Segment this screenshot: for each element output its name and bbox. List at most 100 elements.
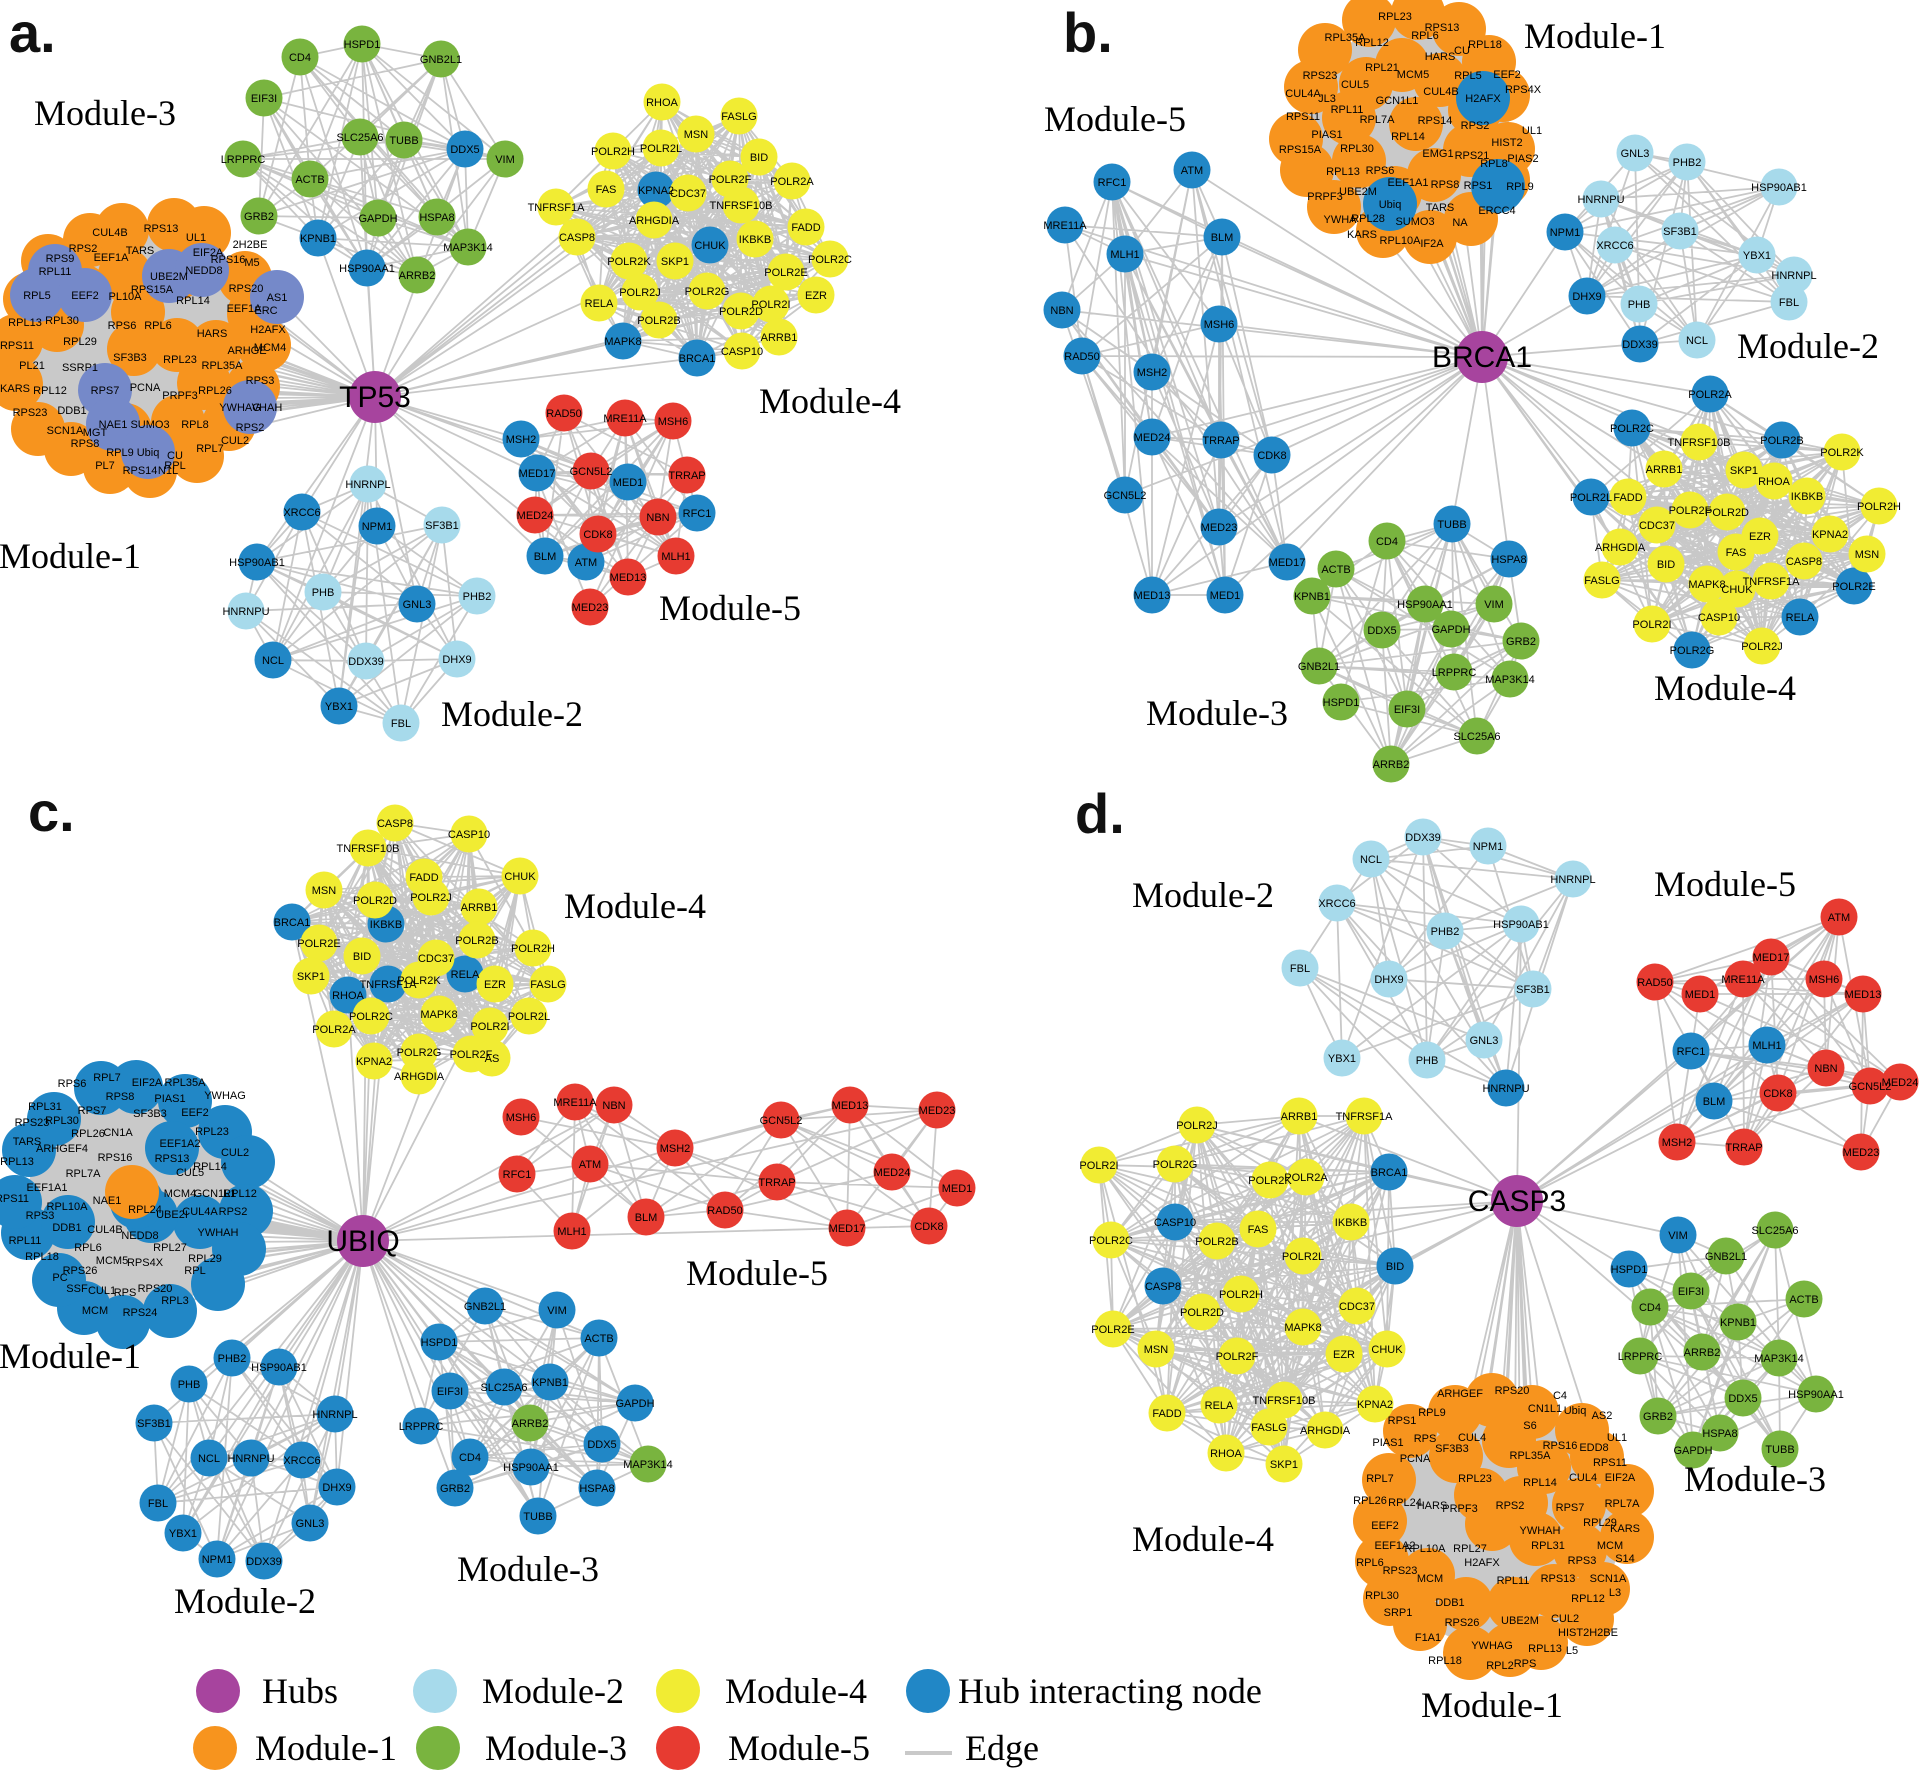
- svg-text:EZR: EZR: [1333, 1349, 1355, 1361]
- svg-text:GNL3: GNL3: [1470, 1035, 1499, 1047]
- svg-text:BLM: BLM: [1211, 232, 1234, 244]
- svg-text:POLR2A: POLR2A: [312, 1024, 356, 1036]
- svg-text:HSPD1: HSPD1: [1323, 697, 1360, 709]
- svg-text:NPM1: NPM1: [362, 521, 393, 533]
- svg-text:FADD: FADD: [1152, 1408, 1181, 1420]
- svg-text:MSH2: MSH2: [660, 1143, 691, 1155]
- svg-text:MED24: MED24: [517, 510, 554, 522]
- svg-text:HIST2: HIST2: [1491, 137, 1522, 149]
- svg-text:MSH2: MSH2: [506, 434, 537, 446]
- svg-text:2H2BE: 2H2BE: [233, 239, 268, 251]
- svg-text:EIF3I: EIF3I: [1394, 704, 1420, 716]
- svg-text:CDK8: CDK8: [1763, 1088, 1792, 1100]
- svg-text:RPS7: RPS7: [91, 385, 120, 397]
- svg-text:POLR2L: POLR2L: [508, 1011, 550, 1023]
- svg-text:RPS3: RPS3: [1568, 1555, 1597, 1567]
- svg-text:POLR2F: POLR2F: [1216, 1351, 1259, 1363]
- svg-text:HSPA8: HSPA8: [1491, 554, 1526, 566]
- svg-text:RAD50: RAD50: [1064, 351, 1099, 363]
- svg-text:RPL11: RPL11: [1497, 1575, 1530, 1587]
- svg-text:C4: C4: [1553, 1390, 1567, 1402]
- svg-text:MAPK8: MAPK8: [420, 1009, 457, 1021]
- svg-text:RPL27: RPL27: [153, 1242, 187, 1254]
- svg-text:CDK8: CDK8: [914, 1221, 943, 1233]
- svg-text:POLR2A: POLR2A: [1688, 389, 1732, 401]
- svg-text:b.: b.: [1063, 1, 1113, 64]
- svg-text:RPS6: RPS6: [58, 1078, 87, 1090]
- svg-text:EEF1A2: EEF1A2: [160, 1138, 201, 1150]
- svg-text:POLR2I: POLR2I: [470, 1021, 509, 1033]
- svg-text:RPL12: RPL12: [1571, 1593, 1605, 1605]
- svg-text:SKP1: SKP1: [661, 256, 689, 268]
- svg-text:ARRB1: ARRB1: [461, 902, 498, 914]
- svg-text:YBX1: YBX1: [1328, 1053, 1356, 1065]
- svg-text:FBL: FBL: [1779, 297, 1799, 309]
- svg-text:CDK8: CDK8: [583, 529, 612, 541]
- svg-text:MED23: MED23: [1843, 1147, 1880, 1159]
- svg-text:TNFRSF1A: TNFRSF1A: [528, 202, 586, 214]
- svg-text:RPL31: RPL31: [28, 1101, 62, 1113]
- svg-text:CASP10: CASP10: [448, 829, 490, 841]
- svg-text:RPL23: RPL23: [1378, 11, 1412, 23]
- svg-text:POLR2J: POLR2J: [1741, 641, 1783, 653]
- svg-text:RHOA: RHOA: [1758, 476, 1790, 488]
- svg-text:ARRB1: ARRB1: [1646, 464, 1683, 476]
- svg-text:GNB2L1: GNB2L1: [1705, 1251, 1747, 1263]
- svg-text:UL1: UL1: [186, 232, 206, 244]
- svg-text:RELA: RELA: [1786, 612, 1815, 624]
- svg-text:RPL18: RPL18: [1468, 39, 1502, 51]
- svg-text:MED17: MED17: [519, 468, 556, 480]
- svg-text:GNL3: GNL3: [403, 599, 432, 611]
- svg-text:PHB: PHB: [1416, 1055, 1439, 1067]
- svg-text:HNRNPL: HNRNPL: [345, 479, 390, 491]
- svg-text:DHX9: DHX9: [1374, 974, 1403, 986]
- svg-text:RPS11: RPS11: [0, 340, 34, 352]
- svg-text:SLC25A6: SLC25A6: [1453, 731, 1500, 743]
- svg-text:ARRB1: ARRB1: [761, 332, 798, 344]
- svg-text:TARS: TARS: [1426, 202, 1455, 214]
- svg-text:POLR2B: POLR2B: [1760, 435, 1803, 447]
- svg-text:CASP8: CASP8: [377, 818, 413, 830]
- svg-text:LRPPRC: LRPPRC: [399, 1421, 444, 1433]
- svg-text:SUMO3: SUMO3: [1395, 216, 1434, 228]
- svg-text:RPS: RPS: [1514, 1658, 1537, 1670]
- svg-text:POLR2H: POLR2H: [1857, 501, 1901, 513]
- svg-text:RPL9: RPL9: [106, 447, 134, 459]
- svg-text:SKP1: SKP1: [1270, 1459, 1298, 1471]
- svg-text:RPL13: RPL13: [8, 317, 42, 329]
- svg-text:UBE2M: UBE2M: [1501, 1615, 1539, 1627]
- svg-text:RPS8: RPS8: [1431, 179, 1460, 191]
- svg-text:HSP90AA1: HSP90AA1: [1788, 1389, 1844, 1401]
- svg-text:POLR2H: POLR2H: [591, 146, 635, 158]
- svg-text:CD4: CD4: [1639, 1302, 1661, 1314]
- svg-text:GCN5L2: GCN5L2: [1849, 1081, 1892, 1093]
- svg-text:H2AFX: H2AFX: [1464, 1557, 1500, 1569]
- svg-text:RPS26: RPS26: [63, 1265, 98, 1277]
- svg-text:BRCA1: BRCA1: [1432, 341, 1532, 374]
- svg-text:CUL4A: CUL4A: [182, 1206, 218, 1218]
- svg-text:DHX9: DHX9: [442, 654, 471, 666]
- svg-text:Module-5: Module-5: [1654, 864, 1796, 904]
- svg-text:MCM4: MCM4: [164, 1188, 196, 1200]
- svg-text:EIF2A: EIF2A: [193, 247, 224, 259]
- svg-text:SF3B3: SF3B3: [1435, 1443, 1469, 1455]
- svg-text:RPL31: RPL31: [1531, 1540, 1565, 1552]
- svg-text:EZR: EZR: [484, 979, 506, 991]
- svg-text:MAP3K14: MAP3K14: [443, 242, 493, 254]
- svg-text:PHB: PHB: [312, 587, 335, 599]
- svg-text:PIAS2: PIAS2: [1507, 153, 1538, 165]
- svg-text:RPL14: RPL14: [1523, 1477, 1557, 1489]
- svg-text:Module-3: Module-3: [485, 1728, 627, 1768]
- svg-text:UL1: UL1: [1522, 125, 1542, 137]
- svg-text:POLR2I: POLR2I: [1632, 619, 1671, 631]
- svg-text:DDX39: DDX39: [348, 656, 383, 668]
- svg-text:S14: S14: [1615, 1553, 1635, 1565]
- svg-text:EEF2: EEF2: [1493, 69, 1521, 81]
- svg-text:RPL23: RPL23: [1458, 1473, 1492, 1485]
- svg-text:MAPK8: MAPK8: [1688, 579, 1725, 591]
- svg-text:HNRNPL: HNRNPL: [312, 1409, 357, 1421]
- svg-text:CUL4: CUL4: [1458, 1432, 1486, 1444]
- svg-text:CD4: CD4: [1376, 536, 1398, 548]
- svg-text:POLR2G: POLR2G: [1153, 1159, 1198, 1171]
- svg-text:RPL9: RPL9: [1506, 181, 1534, 193]
